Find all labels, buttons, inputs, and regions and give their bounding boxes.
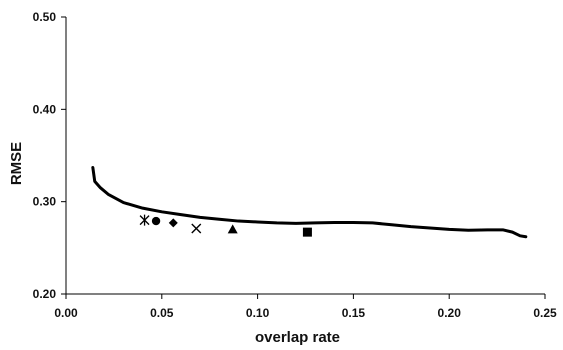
y-tick-label: 0.20 xyxy=(33,287,57,301)
x-tick-label: 0.05 xyxy=(150,306,174,320)
circle-marker xyxy=(151,216,161,226)
x-tick-label: 0.15 xyxy=(342,306,366,320)
cross-marker xyxy=(191,223,202,234)
asterisk-marker xyxy=(139,214,150,226)
y-tick-label: 0.30 xyxy=(33,195,57,209)
ticks: 0.00 0.05 0.10 0.15 0.20 0.25 0.20 0.30 0.40 0.50 xyxy=(33,10,557,320)
x-axis-title: overlap rate xyxy=(255,329,340,346)
x-tick-label: 0.00 xyxy=(54,306,78,320)
axes xyxy=(65,17,545,295)
diamond-marker xyxy=(168,218,178,228)
y-axis-title: RMSE xyxy=(8,142,25,185)
x-tick-label: 0.25 xyxy=(533,306,557,320)
square-marker xyxy=(302,227,312,237)
series-line xyxy=(91,166,528,239)
triangle-marker xyxy=(227,224,238,234)
y-tick-label: 0.40 xyxy=(33,102,57,116)
x-tick-label: 0.10 xyxy=(246,306,270,320)
y-tick-label: 0.50 xyxy=(33,10,57,24)
plot-area xyxy=(91,166,528,239)
x-tick-label: 0.20 xyxy=(438,306,462,320)
